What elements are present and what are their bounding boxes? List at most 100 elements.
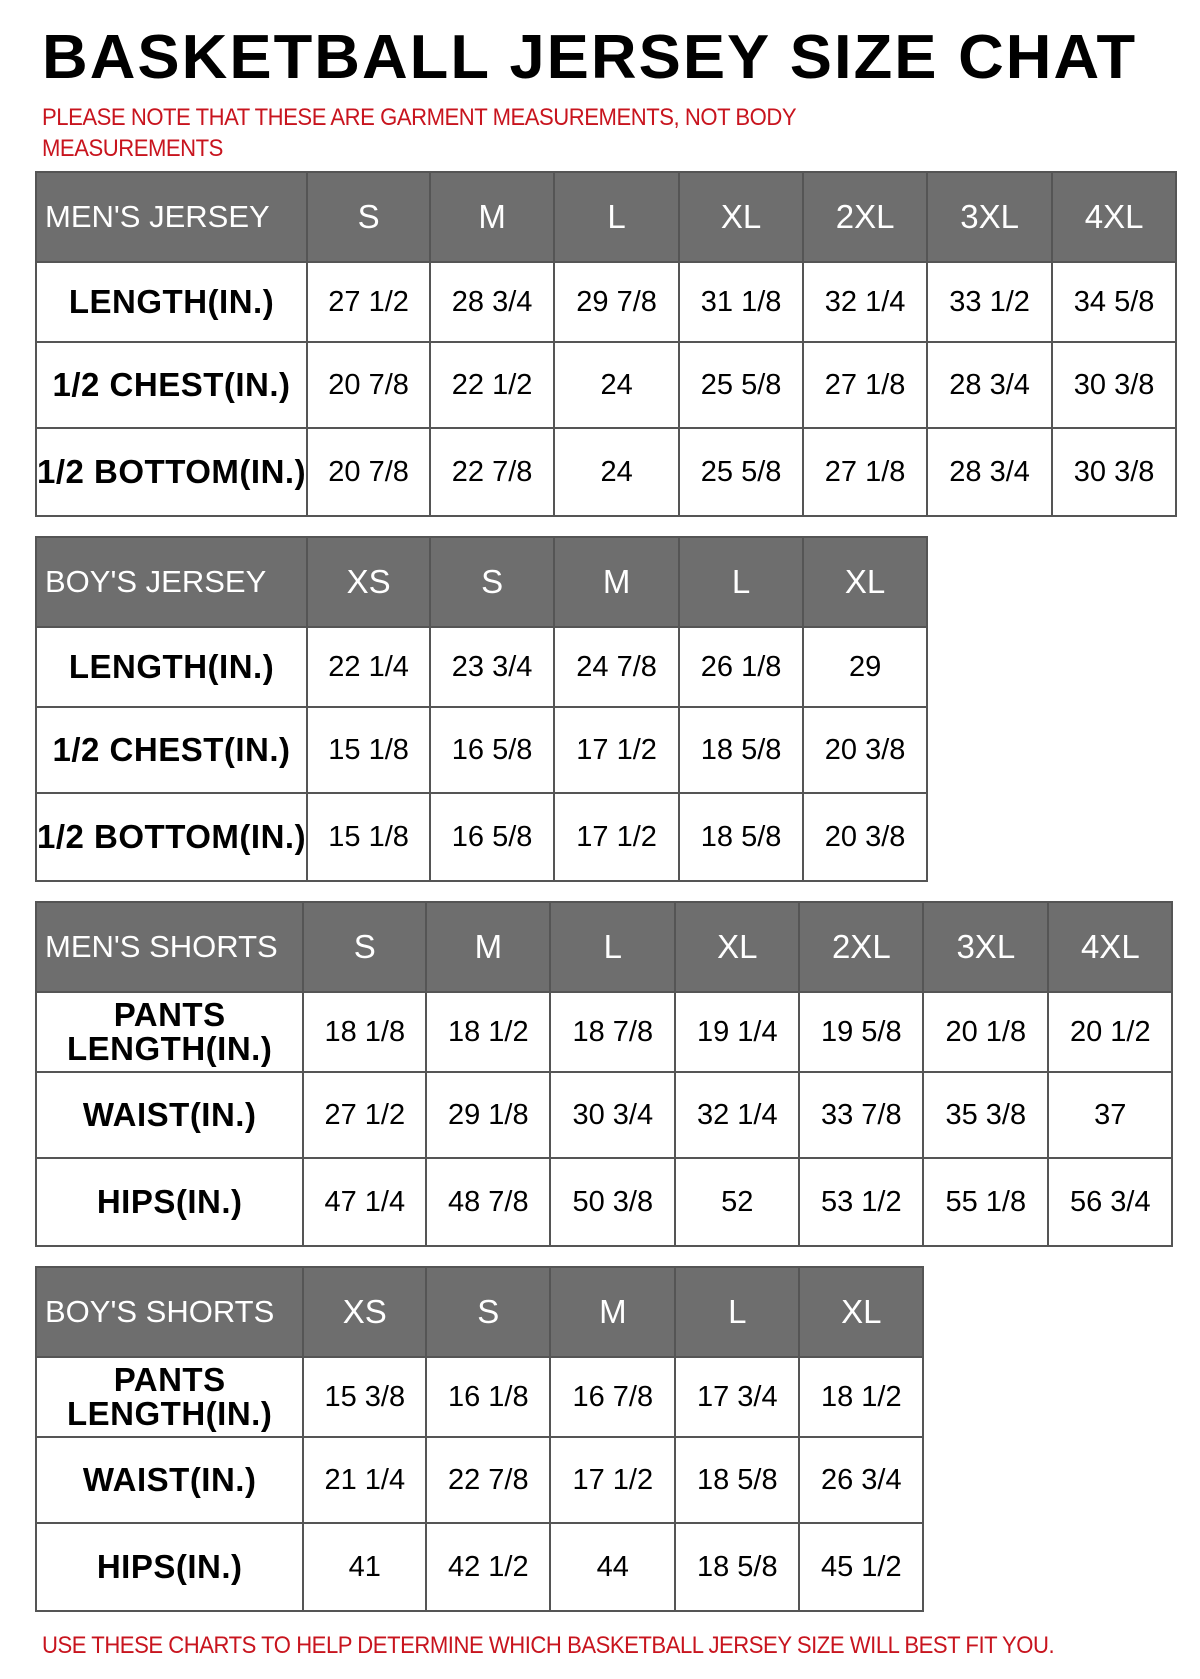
size-header: 2XL — [798, 901, 925, 993]
size-header: XS — [302, 1266, 428, 1358]
measurement-value: 55 1/8 — [922, 1157, 1050, 1247]
measurement-label: 1/2 BOTTOM(IN.) — [34, 792, 309, 882]
measurement-value: 33 7/8 — [798, 1071, 925, 1159]
measurement-value: 24 — [553, 341, 681, 429]
measurement-value: 18 5/8 — [678, 706, 805, 794]
size-header: L — [549, 901, 677, 993]
measurement-value: 30 3/8 — [1051, 427, 1178, 517]
measurement-value: 15 1/8 — [306, 792, 432, 882]
measurement-value: 28 3/4 — [926, 341, 1054, 429]
page-title: BASKETBALL JERSEY SIZE CHAT — [42, 23, 1138, 92]
size-header: XL — [678, 171, 805, 263]
size-header: M — [549, 1266, 677, 1358]
measurement-value: 22 7/8 — [425, 1436, 552, 1524]
table-row: HIPS(IN.) 47 1/4 48 7/8 50 3/8 52 53 1/2 55 1/… — [34, 1157, 1174, 1247]
measurement-value: 24 — [553, 427, 681, 517]
measurement-value: 18 7/8 — [549, 991, 677, 1073]
measurement-label: WAIST(IN.) — [34, 1071, 305, 1159]
table-title: BOY'S SHORTS — [34, 1266, 305, 1358]
measurement-value: 56 3/4 — [1047, 1157, 1174, 1247]
size-header: M — [553, 536, 681, 628]
table-row: HIPS(IN.) 41 42 1/2 44 18 5/8 45 1/2 — [34, 1522, 925, 1612]
measurement-value: 16 5/8 — [429, 706, 556, 794]
table-title: BOY'S JERSEY — [34, 536, 309, 628]
measurement-value: 34 5/8 — [1051, 261, 1178, 343]
measurement-label: PANTS LENGTH(IN.) — [34, 1356, 305, 1438]
measurement-value: 33 1/2 — [926, 261, 1054, 343]
measurement-value: 18 5/8 — [678, 792, 805, 882]
header-row: MEN'S JERSEY S M L XL 2XL 3XL 4XL — [34, 171, 1178, 263]
measurement-value: 37 — [1047, 1071, 1174, 1159]
measurement-label: 1/2 BOTTOM(IN.) — [34, 427, 309, 517]
measurement-value: 18 1/8 — [302, 991, 428, 1073]
footer-note: USE THESE CHARTS TO HELP DETERMINE WHICH… — [42, 1632, 1055, 1659]
measurement-value: 18 5/8 — [674, 1436, 801, 1524]
measurement-label: WAIST(IN.) — [34, 1436, 305, 1524]
measurement-value: 27 1/2 — [302, 1071, 428, 1159]
size-header: S — [425, 1266, 552, 1358]
measurement-label: HIPS(IN.) — [34, 1522, 305, 1612]
size-header: 3XL — [926, 171, 1054, 263]
measurement-value: 30 3/4 — [549, 1071, 677, 1159]
size-header: XL — [674, 901, 801, 993]
measurement-value: 29 — [802, 626, 929, 708]
size-header: M — [425, 901, 552, 993]
measurement-value: 29 7/8 — [553, 261, 681, 343]
header-row: MEN'S SHORTS S M L XL 2XL 3XL 4XL — [34, 901, 1174, 993]
size-header: L — [674, 1266, 801, 1358]
measurement-value: 18 1/2 — [798, 1356, 925, 1438]
measurement-value: 16 5/8 — [429, 792, 556, 882]
header-row: BOY'S JERSEY XS S M L XL — [34, 536, 929, 628]
measurement-value: 32 1/4 — [674, 1071, 801, 1159]
measurement-value: 28 3/4 — [429, 261, 556, 343]
measurement-value: 17 1/2 — [553, 706, 681, 794]
table-row: WAIST(IN.) 21 1/4 22 7/8 17 1/2 18 5/8 26 3/4 — [34, 1436, 925, 1524]
measurement-value: 16 7/8 — [549, 1356, 677, 1438]
table-row: LENGTH(IN.) 22 1/4 23 3/4 24 7/8 26 1/8 29 — [34, 626, 929, 708]
measurement-label: LENGTH(IN.) — [34, 261, 309, 343]
measurement-value: 42 1/2 — [425, 1522, 552, 1612]
measurement-value: 25 5/8 — [678, 427, 805, 517]
measurement-value: 25 5/8 — [678, 341, 805, 429]
measurement-value: 23 3/4 — [429, 626, 556, 708]
measurement-value: 27 1/8 — [802, 427, 929, 517]
table-row: WAIST(IN.) 27 1/2 29 1/8 30 3/4 32 1/4 33 7/8… — [34, 1071, 1174, 1159]
measurement-value: 50 3/8 — [549, 1157, 677, 1247]
measurement-value: 45 1/2 — [798, 1522, 925, 1612]
measurement-value: 15 3/8 — [302, 1356, 428, 1438]
measurement-value: 22 7/8 — [429, 427, 556, 517]
measurement-value: 52 — [674, 1157, 801, 1247]
table-title: MEN'S SHORTS — [34, 901, 305, 993]
measurement-value: 21 1/4 — [302, 1436, 428, 1524]
measurement-value: 18 1/2 — [425, 991, 552, 1073]
measurement-value: 18 5/8 — [674, 1522, 801, 1612]
boys-shorts-table: BOY'S SHORTS XS S M L XL PANTS LENGTH(IN.) 15 3… — [34, 1266, 925, 1612]
measurement-value: 20 3/8 — [802, 706, 929, 794]
measurement-value: 20 1/8 — [922, 991, 1050, 1073]
measurement-value: 30 3/8 — [1051, 341, 1178, 429]
size-header: L — [678, 536, 805, 628]
table-row: PANTS LENGTH(IN.) 18 1/8 18 1/2 18 7/8 19 1/… — [34, 991, 1174, 1073]
measurement-label: 1/2 CHEST(IN.) — [34, 341, 309, 429]
size-header: S — [306, 171, 432, 263]
measurement-label: 1/2 CHEST(IN.) — [34, 706, 309, 794]
size-header: S — [429, 536, 556, 628]
measurement-value: 47 1/4 — [302, 1157, 428, 1247]
size-header: L — [553, 171, 681, 263]
table-row: 1/2 CHEST(IN.) 15 1/8 16 5/8 17 1/2 18 5/8 20… — [34, 706, 929, 794]
measurement-value: 20 1/2 — [1047, 991, 1174, 1073]
table-row: 1/2 BOTTOM(IN.) 15 1/8 16 5/8 17 1/2 18 5/8 2… — [34, 792, 929, 882]
table-row: LENGTH(IN.) 27 1/2 28 3/4 29 7/8 31 1/8 32 1/… — [34, 261, 1178, 343]
size-header: XS — [306, 536, 432, 628]
measurement-value: 17 1/2 — [553, 792, 681, 882]
measurement-value: 53 1/2 — [798, 1157, 925, 1247]
measurement-value: 41 — [302, 1522, 428, 1612]
measurement-value: 26 3/4 — [798, 1436, 925, 1524]
measurement-value: 24 7/8 — [553, 626, 681, 708]
measurement-value: 32 1/4 — [802, 261, 929, 343]
measurement-value: 19 5/8 — [798, 991, 925, 1073]
mens-jersey-table: MEN'S JERSEY S M L XL 2XL 3XL 4XL LENGTH(IN.) 27 … — [34, 171, 1178, 517]
table-row: 1/2 BOTTOM(IN.) 20 7/8 22 7/8 24 25 5/8 27 1/… — [34, 427, 1178, 517]
size-header: 3XL — [922, 901, 1050, 993]
measurement-value: 26 1/8 — [678, 626, 805, 708]
